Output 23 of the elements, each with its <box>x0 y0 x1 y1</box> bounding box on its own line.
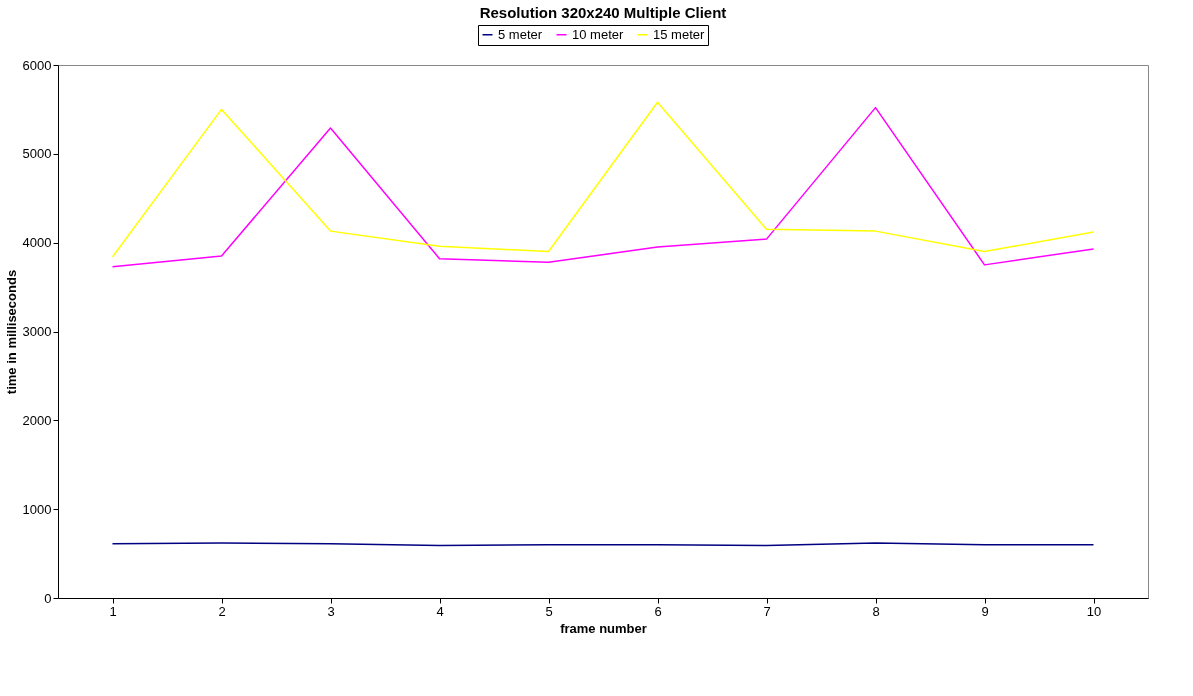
y-axis-title: time in milliseconds <box>3 269 19 395</box>
x-tick-label: 7 <box>763 603 771 619</box>
legend-label: 15 meter <box>653 26 705 42</box>
x-tick-label: 10 <box>1086 603 1102 619</box>
x-tick-label: 9 <box>981 603 989 619</box>
y-tick-label: 6000 <box>22 57 52 73</box>
y-tick-label: 0 <box>44 590 52 606</box>
legend-label: 5 meter <box>498 26 543 42</box>
x-axis-title: frame number <box>560 620 647 636</box>
y-tick-label: 1000 <box>22 501 52 517</box>
y-tick-label: 5000 <box>22 146 52 162</box>
x-tick-label: 1 <box>109 603 117 619</box>
x-tick-label: 2 <box>218 603 226 619</box>
legend-label: 10 meter <box>572 26 624 42</box>
x-tick-label: 6 <box>654 603 662 619</box>
x-tick-label: 5 <box>545 603 553 619</box>
y-tick-label: 3000 <box>22 324 52 339</box>
y-tick-label: 2000 <box>22 412 52 428</box>
x-tick-label: 4 <box>436 603 444 619</box>
x-tick-label: 8 <box>872 603 880 619</box>
chart-title: Resolution 320x240 Multiple Client <box>479 3 727 21</box>
y-tick-label: 4000 <box>22 235 52 251</box>
x-tick-label: 3 <box>327 603 335 619</box>
